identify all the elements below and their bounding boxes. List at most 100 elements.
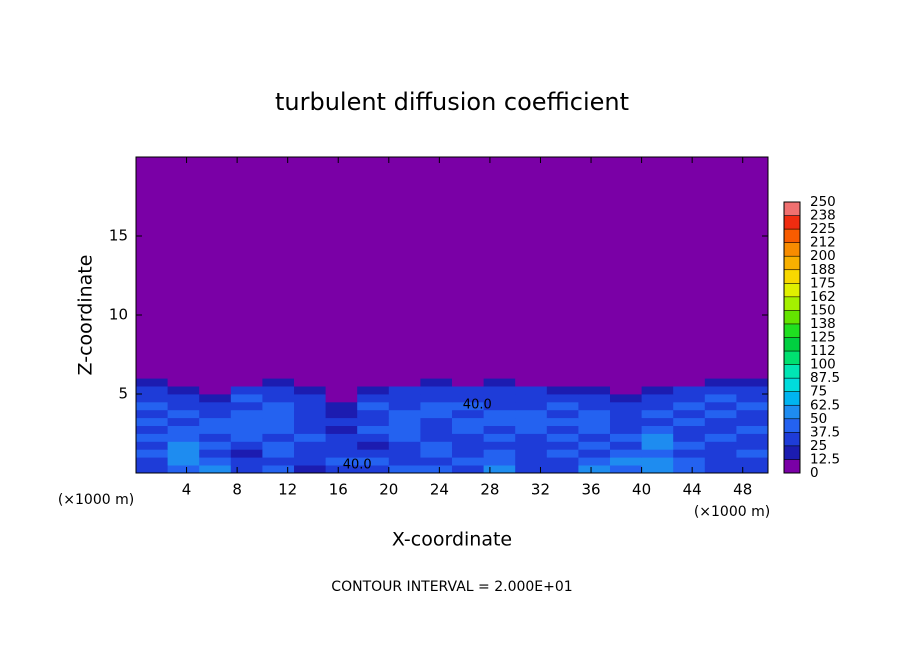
cell: [578, 465, 611, 474]
cell: [136, 417, 168, 426]
x-tick-label: 28: [480, 481, 499, 499]
colorbar-label: 250: [810, 194, 836, 210]
cell: [483, 425, 516, 434]
x-axis-label: X-coordinate: [392, 529, 512, 551]
cell: [167, 386, 200, 395]
cell: [610, 433, 642, 442]
cell: [262, 417, 295, 426]
cell: [610, 465, 642, 474]
cell: [199, 457, 232, 466]
cell: [357, 465, 390, 474]
cell: [199, 417, 232, 426]
cell: [357, 401, 390, 411]
cell: [294, 449, 326, 458]
cell: [388, 449, 421, 458]
x-tick-label: 24: [430, 481, 449, 499]
cell: [546, 417, 579, 426]
cell: [578, 394, 611, 403]
colorbar-label: 25: [810, 438, 827, 454]
cell: [325, 157, 358, 379]
cell: [483, 441, 516, 450]
cell: [388, 425, 421, 434]
cell: [199, 449, 232, 458]
cell: [420, 386, 453, 395]
colorbar-band: [784, 391, 800, 406]
cell: [483, 417, 516, 426]
cell: [136, 386, 168, 395]
cell: [673, 441, 706, 450]
colorbar-label: 125: [810, 330, 836, 346]
cell: [704, 465, 737, 474]
x-unit-right: (×1000 m): [694, 504, 770, 520]
cell: [325, 409, 358, 419]
cell: [294, 409, 326, 419]
cell: [736, 409, 769, 419]
colorbar-label: 162: [810, 289, 836, 305]
cell: [262, 157, 295, 379]
cell: [515, 409, 548, 419]
cell: [704, 401, 737, 411]
x-tick-label: 20: [379, 481, 398, 499]
cell: [357, 394, 390, 403]
cell: [515, 157, 548, 379]
cell: [483, 386, 516, 395]
colorbar-label: 112: [810, 343, 836, 359]
cell: [483, 409, 516, 419]
cell: [167, 457, 200, 466]
cell: [546, 157, 579, 379]
cell: [230, 449, 263, 458]
cell: [452, 425, 484, 434]
cell: [325, 394, 358, 403]
cell: [452, 409, 484, 419]
x-tick-label: 44: [683, 481, 702, 499]
cell: [357, 425, 390, 434]
colorbar-label: 188: [810, 262, 836, 278]
cell: [294, 386, 326, 395]
cell: [230, 465, 263, 474]
cell: [325, 425, 358, 434]
colorbar-label: 212: [810, 235, 836, 251]
cell: [294, 433, 326, 442]
cell: [483, 394, 516, 403]
cell: [325, 378, 358, 387]
cell: [136, 157, 168, 379]
cell: [199, 409, 232, 419]
cell: [578, 417, 611, 426]
cell: [420, 401, 453, 411]
cell: [230, 378, 263, 387]
cell: [136, 378, 168, 387]
cell: [294, 378, 326, 387]
cell: [294, 157, 326, 379]
colorbar-label: 37.5: [810, 424, 840, 440]
cell: [420, 433, 453, 442]
cell: [673, 394, 706, 403]
cell: [515, 417, 548, 426]
cell: [294, 401, 326, 411]
cell: [673, 409, 706, 419]
cell: [736, 449, 769, 458]
colorbar-band: [784, 418, 800, 433]
cell: [578, 425, 611, 434]
cell: [452, 386, 484, 395]
contour-label: 40.0: [463, 398, 492, 413]
cell: [578, 449, 611, 458]
cell: [578, 401, 611, 411]
cell: [136, 394, 168, 403]
colorbar-label: 150: [810, 302, 836, 318]
cell: [610, 409, 642, 419]
cell: [515, 449, 548, 458]
cell: [452, 441, 484, 450]
x-tick-label: 16: [329, 481, 348, 499]
cell: [610, 449, 642, 458]
cell: [230, 441, 263, 450]
cell: [388, 441, 421, 450]
cell: [420, 378, 453, 387]
cell: [546, 394, 579, 403]
cell: [262, 386, 295, 395]
cell: [167, 449, 200, 458]
cell: [452, 457, 484, 466]
cell: [515, 386, 548, 395]
cell: [736, 417, 769, 426]
cell: [136, 457, 168, 466]
cell: [546, 449, 579, 458]
